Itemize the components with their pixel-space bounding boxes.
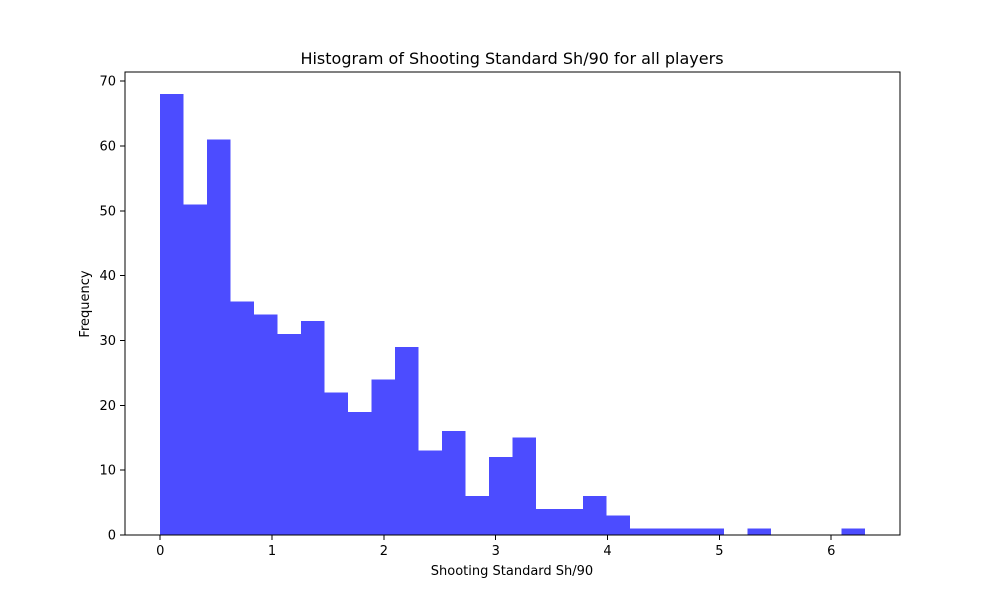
y-tick-label: 10: [99, 464, 116, 479]
y-tick-label: 70: [99, 75, 116, 90]
histogram-bar: [559, 509, 583, 535]
histogram-bar: [348, 411, 372, 535]
histogram-bar: [700, 528, 724, 535]
histogram-bar: [606, 515, 630, 535]
histogram-bar: [371, 379, 396, 535]
y-tick-label: 30: [99, 334, 116, 349]
x-tick-label: 0: [156, 544, 164, 559]
plot-frame: [124, 71, 901, 536]
histogram-bar: [629, 528, 654, 535]
x-tick-label: 2: [380, 544, 388, 559]
histogram-bar: [395, 346, 419, 535]
histogram-bar: [207, 139, 231, 536]
histogram-bar: [160, 94, 184, 536]
histogram-bar: [676, 528, 701, 535]
histogram-bar: [442, 431, 466, 535]
histogram-bar: [535, 509, 560, 535]
histogram-bar: [230, 301, 255, 535]
x-tick-label: 1: [268, 544, 276, 559]
y-tick-label: 50: [99, 204, 116, 219]
histogram-bar: [747, 528, 771, 535]
histogram-bar: [277, 333, 302, 535]
x-axis-label: Shooting Standard Sh/90: [431, 564, 593, 579]
bars-group: [160, 94, 865, 536]
histogram-bar: [465, 496, 490, 535]
x-tick-label: 5: [715, 544, 723, 559]
y-tick-label: 20: [99, 399, 116, 414]
x-tick-label: 6: [827, 544, 835, 559]
y-axis-label: Frequency: [78, 270, 93, 337]
y-tick-label: 0: [108, 529, 116, 544]
y-tick-label: 40: [99, 269, 116, 284]
histogram-bar: [324, 392, 349, 535]
histogram-bar: [582, 496, 607, 535]
histogram-bar: [653, 528, 677, 535]
histogram-bar: [841, 528, 865, 535]
histogram-bar: [512, 437, 536, 535]
histogram-bar: [254, 314, 278, 535]
histogram-bar: [418, 450, 443, 535]
chart-title: Histogram of Shooting Standard Sh/90 for…: [300, 49, 723, 68]
histogram-bar: [489, 457, 513, 535]
y-tick-label: 60: [99, 139, 116, 154]
x-tick-label: 4: [603, 544, 611, 559]
histogram-bar: [301, 321, 325, 535]
x-tick-label: 3: [492, 544, 500, 559]
histogram-bar: [183, 204, 208, 536]
